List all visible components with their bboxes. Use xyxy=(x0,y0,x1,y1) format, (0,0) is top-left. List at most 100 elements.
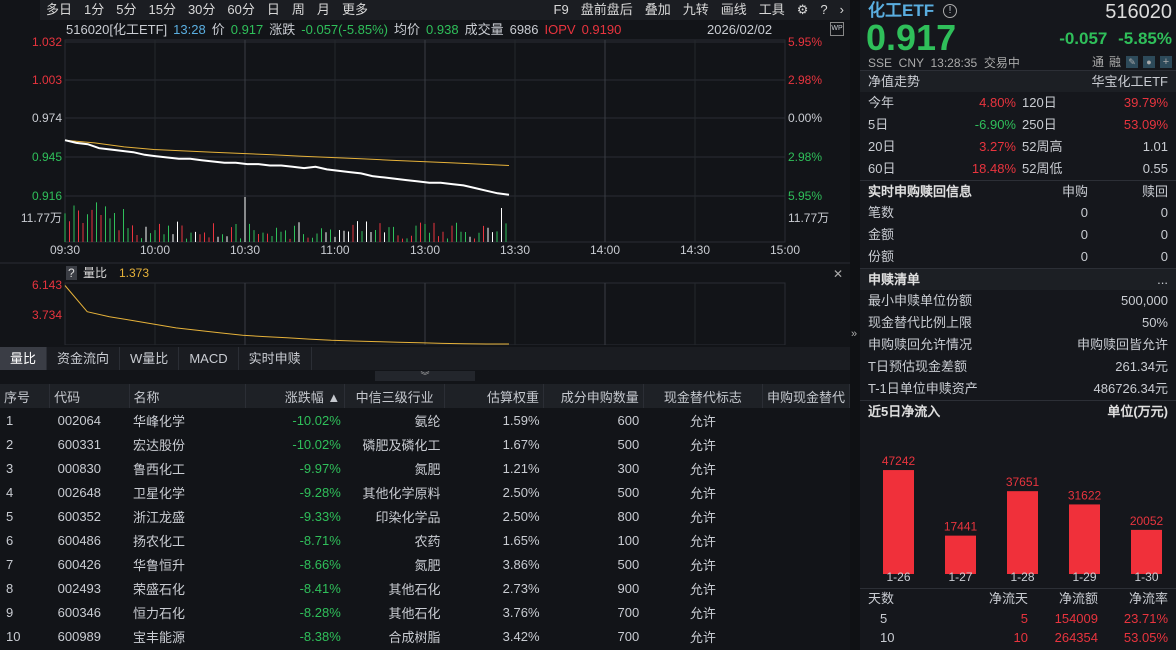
y-right-label: 2.98% xyxy=(788,73,822,87)
nav-cell: 5日 xyxy=(868,117,889,132)
avg: 0.938 xyxy=(426,22,459,37)
realtime-head-2: 赎回 xyxy=(1141,183,1168,199)
nav-header: 净值走势 华宝化工ETF xyxy=(860,70,1176,92)
table-row[interactable]: 7 600426 华鲁恒升 -8.66% 氮肥 3.86% 500 允许 xyxy=(0,552,850,576)
column-header-5[interactable]: 估算权重 xyxy=(444,384,545,408)
gear-icon[interactable]: ⚙ xyxy=(796,2,809,17)
list-row: 申购赎回允许情况 申购赎回皆允许 xyxy=(860,334,1176,356)
expand-handle[interactable]: » xyxy=(850,0,860,650)
period-4[interactable]: 30分 xyxy=(187,2,216,17)
table-row[interactable]: 3 000830 鲁西化工 -9.97% 氮肥 1.21% 300 允许 xyxy=(0,456,850,480)
industry: 其他石化 xyxy=(388,581,441,597)
stock-code: 000830 xyxy=(57,460,102,476)
weight: 1.21% xyxy=(502,460,540,476)
row-index: 1 xyxy=(6,412,14,428)
period-3[interactable]: 15分 xyxy=(148,2,176,17)
y-right-label: 0.00% xyxy=(788,111,822,125)
market-meta: SSE CNY 13:28:35 交易中 xyxy=(868,56,1020,70)
table-row[interactable]: 4 002648 卫星化学 -9.28% 其他化学原料 2.50% 500 允许 xyxy=(0,480,850,504)
cash-flag: 允许 xyxy=(689,509,716,525)
quantity: 500 xyxy=(617,436,640,452)
period-9[interactable]: 更多 xyxy=(341,2,368,17)
row-index: 9 xyxy=(6,604,14,620)
table-row[interactable]: 6 600486 扬农化工 -8.71% 农药 1.65% 100 允许 xyxy=(0,528,850,552)
tab-0[interactable]: 量比 xyxy=(0,347,48,370)
summary-cell: 5 xyxy=(880,610,888,626)
period-2[interactable]: 5分 xyxy=(116,2,137,17)
help-icon[interactable]: ? xyxy=(820,2,828,17)
change-abs: -0.057 xyxy=(1059,29,1108,48)
cash-flag: 允许 xyxy=(689,605,716,621)
period-7[interactable]: 周 xyxy=(291,2,305,17)
list-label: T-1日单位申赎资产 xyxy=(868,381,978,396)
table-row[interactable]: 1 002064 华峰化学 -10.02% 氨纶 1.59% 600 允许 xyxy=(0,408,850,432)
bell-icon[interactable]: ● xyxy=(1143,56,1155,68)
realtime-head-1: 申购 xyxy=(1061,183,1088,199)
ratio-y-label: 3.734 xyxy=(32,308,62,322)
tool-1[interactable]: 盘前盘后 xyxy=(580,2,633,17)
list-label: T日预估现金差额 xyxy=(868,359,967,374)
intraday-chart[interactable]: 1.032 5.95% 1.003 2.98% 0.974 0.00% 0.945 2.98%… xyxy=(0,0,850,345)
inflow-bar xyxy=(1131,529,1162,574)
realtime-cell: 金额 xyxy=(868,227,895,242)
table-row[interactable]: 8 002493 荣盛石化 -8.41% 其他石化 2.73% 900 允许 xyxy=(0,576,850,600)
cash-sub-cell xyxy=(762,480,849,504)
stock-name: 鲁西化工 xyxy=(133,461,186,477)
collapse-handle-icon[interactable]: ︾ xyxy=(375,371,475,381)
column-header-8[interactable]: 申购现金替代 xyxy=(762,384,851,408)
tab-1[interactable]: 资金流向 xyxy=(47,347,121,370)
column-header-3[interactable]: 涨跌幅 ▲ xyxy=(245,384,346,408)
volume-max-label: 11.77万 xyxy=(21,211,62,225)
wp-icon[interactable]: WP xyxy=(830,22,844,36)
tab-2[interactable]: W量比 xyxy=(120,347,180,370)
y-left-label: 0.945 xyxy=(32,150,62,164)
table-row[interactable]: 10 600989 宝丰能源 -8.38% 合成树脂 3.42% 700 允许 xyxy=(0,624,850,648)
period-8[interactable]: 月 xyxy=(316,2,330,17)
change-pct: -8.71% xyxy=(299,532,341,548)
column-header-1[interactable]: 代码 xyxy=(49,384,130,408)
cash-sub-cell xyxy=(762,576,849,600)
table-row[interactable]: 5 600352 浙江龙盛 -9.33% 印染化学品 2.50% 800 允许 xyxy=(0,504,850,528)
info-icon[interactable]: ! xyxy=(943,4,957,18)
tool-5[interactable]: 工具 xyxy=(758,2,785,17)
table-row[interactable]: 9 600346 恒力石化 -8.28% 其他石化 3.76% 700 允许 xyxy=(0,600,850,624)
list-label: 最小申赎单位份额 xyxy=(868,293,973,308)
stock-code: 600346 xyxy=(57,604,102,620)
column-header-4[interactable]: 中信三级行业 xyxy=(344,384,445,408)
tool-0[interactable]: F9 xyxy=(553,2,569,17)
tool-2[interactable]: 叠加 xyxy=(644,2,671,17)
column-header-2[interactable]: 名称 xyxy=(129,384,247,408)
tool-4[interactable]: 画线 xyxy=(720,2,747,17)
period-6[interactable]: 日 xyxy=(266,2,280,17)
table-row[interactable]: 2 600331 宏达股份 -10.02% 磷肥及磷化工 1.67% 500 允许 xyxy=(0,432,850,456)
column-header-0[interactable]: 序号 xyxy=(0,384,51,408)
tab-3[interactable]: MACD xyxy=(179,347,239,370)
add-icon[interactable]: + xyxy=(1160,56,1172,68)
period-5[interactable]: 60分 xyxy=(227,2,255,17)
realtime-cell: 笔数 xyxy=(868,205,895,220)
summary-cell: 10 xyxy=(880,629,895,645)
net-inflow-chart: 47242 1-26 17441 1-27 37651 1-28 31622 1-29 2005… xyxy=(882,454,1164,584)
row-index: 7 xyxy=(6,556,14,572)
weight: 1.65% xyxy=(502,532,540,548)
list-value: 50% xyxy=(1141,315,1168,330)
tool-3[interactable]: 九转 xyxy=(682,2,709,17)
flow-unit: 单位(万元) xyxy=(1107,403,1168,419)
weight: 3.76% xyxy=(502,604,540,620)
chevron-right-icon[interactable]: › xyxy=(839,2,844,17)
list-row: 现金替代比例上限 50% xyxy=(860,312,1176,334)
tab-4[interactable]: 实时申赎 xyxy=(239,347,312,370)
list-title: 申赎清单 xyxy=(868,271,921,287)
expand-icon[interactable]: » xyxy=(851,328,858,340)
industry: 其他化学原料 xyxy=(362,485,441,501)
period-0[interactable]: 多日 xyxy=(46,2,73,17)
cash-sub-cell xyxy=(762,624,849,648)
column-header-6[interactable]: 成分申购数量 xyxy=(543,384,644,408)
column-header-7[interactable]: 现金替代标志 xyxy=(643,384,763,408)
y-left-label: 0.916 xyxy=(32,189,62,203)
period-1[interactable]: 1分 xyxy=(84,2,105,17)
stock-name: 宝丰能源 xyxy=(133,629,186,645)
stock-name: 恒力石化 xyxy=(133,605,186,621)
row-index: 3 xyxy=(6,460,14,476)
edit-icon[interactable]: ✎ xyxy=(1126,56,1138,68)
